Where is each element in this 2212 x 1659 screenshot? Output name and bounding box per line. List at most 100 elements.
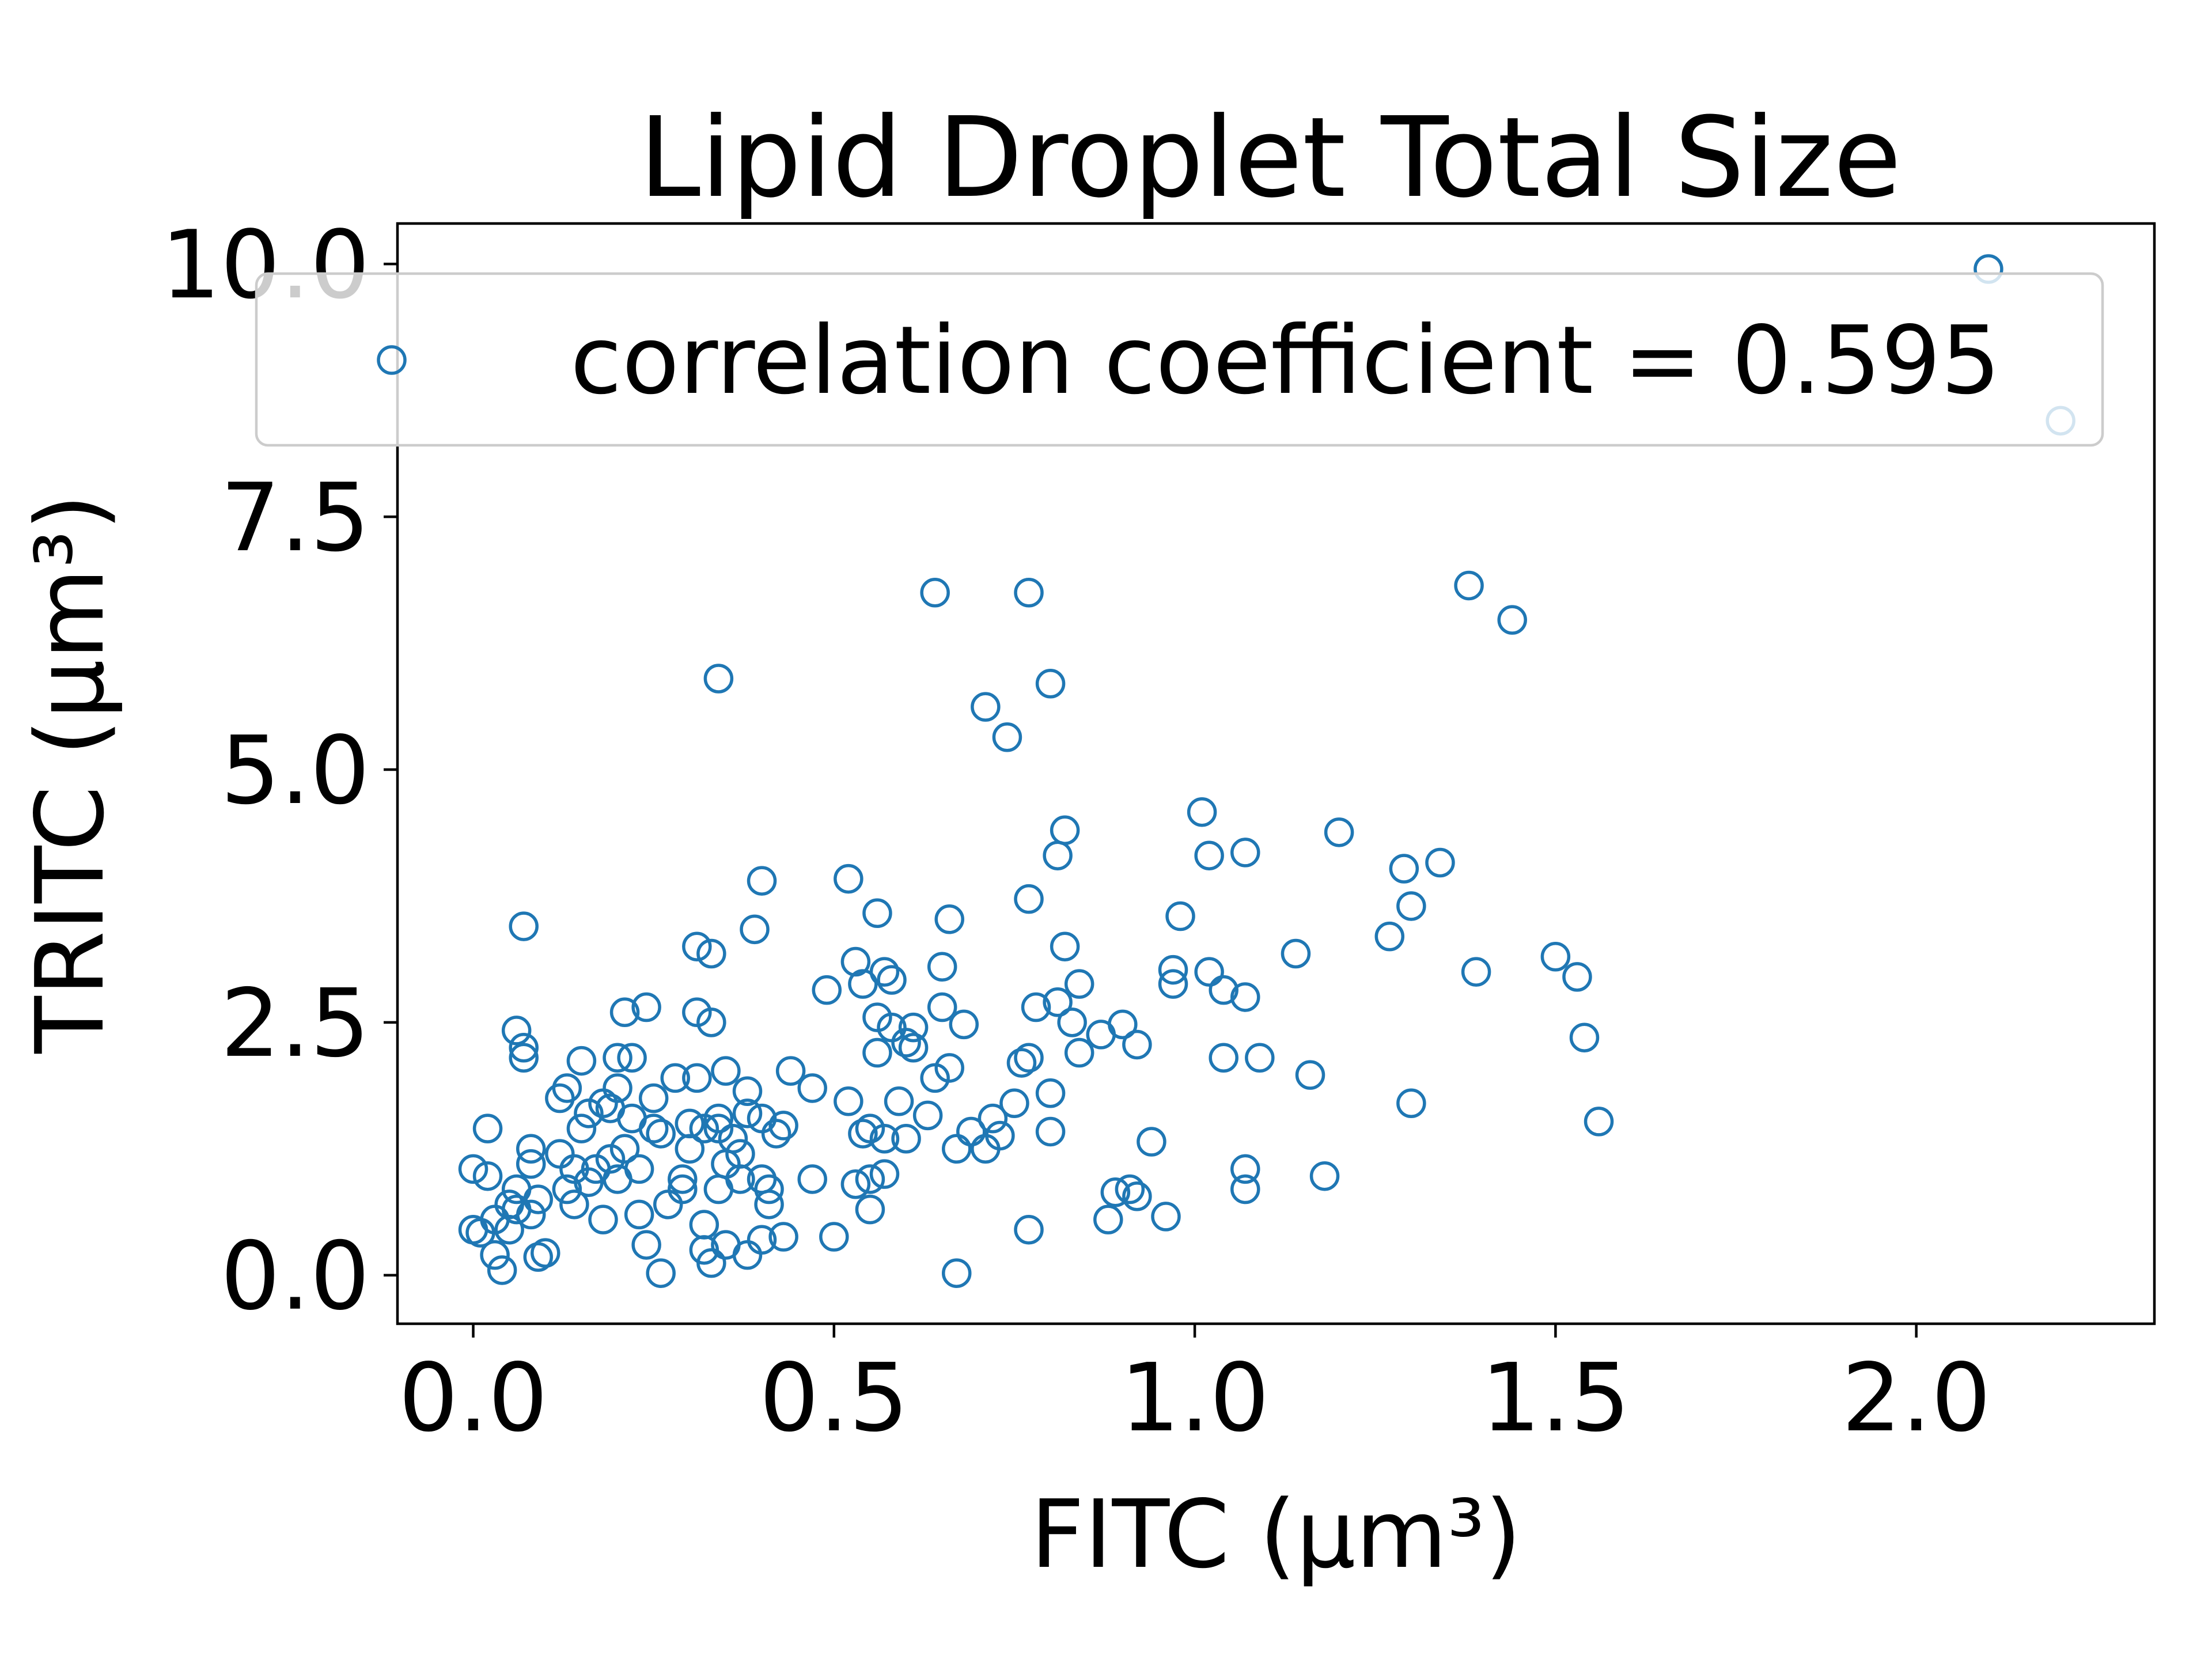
scatter-point xyxy=(1021,992,1051,1022)
scatter-point xyxy=(1122,1181,1152,1211)
y-tick-label: 2.5 xyxy=(221,969,370,1078)
scatter-point xyxy=(1295,1060,1325,1090)
scatter-point xyxy=(754,1174,784,1205)
scatter-point xyxy=(747,866,777,896)
scatter-point xyxy=(552,1174,582,1205)
scatter-point xyxy=(472,1113,503,1143)
scatter-point xyxy=(1064,969,1094,999)
scatter-point xyxy=(985,1120,1015,1151)
plot-area-frame xyxy=(396,222,2156,1325)
scatter-point xyxy=(509,1032,539,1063)
scatter-point xyxy=(898,1012,929,1043)
scatter-point xyxy=(891,1123,921,1154)
scatter-point xyxy=(934,904,964,934)
scatter-point xyxy=(855,1194,885,1225)
scatter-point xyxy=(703,1103,734,1134)
scatter-point xyxy=(941,1134,972,1164)
scatter-point xyxy=(732,1076,763,1106)
scatter-point xyxy=(1425,847,1455,878)
scatter-point xyxy=(1324,817,1354,847)
scatter-point xyxy=(1035,669,1066,699)
scatter-point xyxy=(675,1108,705,1139)
scatter-point xyxy=(1100,1177,1131,1207)
scatter-point xyxy=(609,997,640,1028)
y-tick-label: 0.0 xyxy=(221,1222,370,1331)
scatter-point xyxy=(1569,1022,1600,1052)
scatter-point xyxy=(1050,931,1080,961)
scatter-point xyxy=(646,1258,676,1288)
scatter-point xyxy=(566,1046,597,1076)
scatter-point xyxy=(834,1086,863,1116)
scatter-point xyxy=(609,1134,640,1164)
scatter-point xyxy=(1014,578,1044,608)
scatter-point xyxy=(703,664,734,694)
scatter-point xyxy=(912,1100,943,1131)
scatter-point xyxy=(927,992,957,1022)
scatter-point xyxy=(869,957,900,987)
scatter-point xyxy=(711,1056,741,1086)
scatter-point xyxy=(1194,957,1224,987)
scatter-point xyxy=(1151,1202,1181,1232)
scatter-point xyxy=(1389,854,1419,884)
scatter-point xyxy=(775,1056,806,1086)
scatter-point xyxy=(668,1174,698,1205)
scatter-point xyxy=(819,1222,849,1252)
scatter-point xyxy=(949,1009,979,1040)
scatter-point xyxy=(1454,570,1484,601)
scatter-point xyxy=(1014,1214,1044,1245)
scatter-point xyxy=(668,1164,698,1194)
scatter-point xyxy=(516,1149,546,1179)
scatter-point xyxy=(1461,957,1491,987)
scatter-point xyxy=(660,1063,690,1093)
scatter-point xyxy=(1014,1043,1044,1073)
scatter-point xyxy=(840,1169,871,1199)
scatter-point xyxy=(1209,975,1238,1005)
scatter-point xyxy=(1584,1107,1614,1137)
scatter-point xyxy=(1230,1154,1260,1184)
scatter-point xyxy=(480,1240,510,1270)
scatter-point xyxy=(1187,797,1217,827)
scatter-point xyxy=(1064,1037,1094,1068)
scatter-point xyxy=(603,1073,632,1103)
scatter-point xyxy=(1115,1174,1145,1205)
scatter-point xyxy=(862,1037,892,1068)
scatter-point xyxy=(747,1225,777,1255)
scatter-point xyxy=(682,931,712,961)
scatter-point xyxy=(718,1123,748,1154)
scatter-point xyxy=(631,992,661,1022)
scatter-point xyxy=(566,1113,597,1143)
scatter-point xyxy=(971,692,1001,722)
x-tick-label: 1.0 xyxy=(1120,1344,1269,1453)
scatter-point xyxy=(1093,1205,1123,1234)
scatter-point xyxy=(1122,1029,1152,1060)
scatter-point xyxy=(1014,884,1044,914)
legend-marker xyxy=(377,345,407,375)
x-tick-label: 1.5 xyxy=(1481,1344,1630,1453)
scatter-point xyxy=(927,952,957,982)
scatter-point xyxy=(638,1083,669,1113)
scatter-point xyxy=(992,722,1022,752)
scatter-point xyxy=(956,1116,986,1147)
scatter-point xyxy=(877,965,907,995)
scatter-point xyxy=(1043,987,1073,1017)
scatter-point xyxy=(1057,1007,1087,1037)
x-tick-label: 0.0 xyxy=(399,1344,548,1453)
scatter-point xyxy=(1230,982,1260,1012)
scatter-point xyxy=(516,1199,546,1230)
scatter-point xyxy=(1540,941,1571,972)
scatter-point xyxy=(617,1043,647,1073)
scatter-point xyxy=(1035,1116,1066,1147)
scatter-point xyxy=(898,1032,929,1063)
scatter-point xyxy=(509,911,539,941)
scatter-point xyxy=(768,1222,798,1252)
scatter-point xyxy=(978,1103,1008,1134)
scatter-point xyxy=(725,1164,755,1194)
scatter-point xyxy=(732,1099,763,1128)
scatter-point xyxy=(1309,1161,1340,1191)
scatter-point xyxy=(1158,969,1188,999)
scatter-point xyxy=(941,1258,972,1288)
scatter-point xyxy=(1137,1127,1166,1157)
scatter-point xyxy=(1158,955,1188,985)
scatter-point xyxy=(682,1063,712,1093)
y-axis-label: TRITC (μm³) xyxy=(16,494,125,1054)
